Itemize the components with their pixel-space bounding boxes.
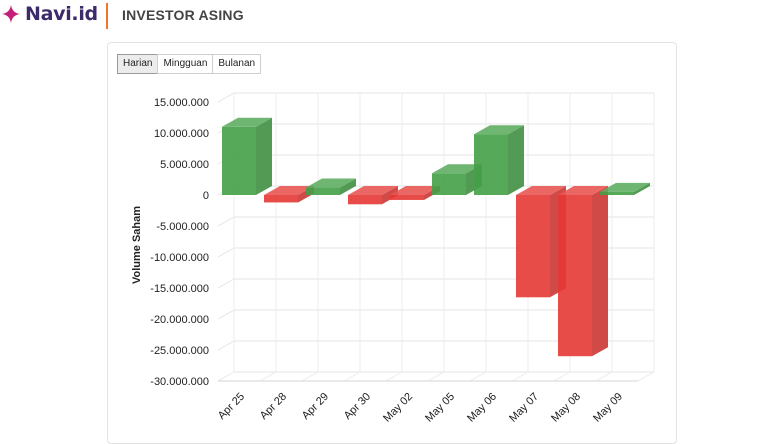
x-tick-label: Apr 28 (258, 391, 289, 422)
bar-front (516, 195, 550, 298)
bar-front (558, 195, 592, 357)
floor-line (259, 371, 277, 382)
floor-line (343, 371, 361, 382)
bar-front (390, 195, 424, 200)
floor-line (553, 371, 571, 382)
bar (222, 117, 272, 195)
floor-line (427, 371, 445, 382)
bar-top (600, 182, 650, 192)
grid-diagonal (217, 278, 235, 289)
x-tick-label: Apr 25 (216, 391, 247, 422)
grid-diagonal (217, 92, 235, 103)
y-tick-label: -25.000.000 (150, 345, 209, 357)
brand-logo[interactable]: Navi.id (2, 2, 98, 26)
bar-front (474, 134, 508, 195)
y-tick-label: -5.000.000 (156, 221, 209, 233)
y-tick-label: -15.000.000 (150, 283, 209, 295)
y-tick-label: 5.000.000 (160, 159, 209, 171)
bar-front (306, 187, 340, 195)
x-tick-label: May 09 (591, 391, 625, 425)
grid-diagonal (217, 309, 235, 320)
bars (222, 117, 650, 357)
y-tick-label: 0 (203, 190, 209, 202)
period-tabs: Harian Mingguan Bulanan (117, 54, 262, 74)
bar-side (508, 125, 524, 195)
x-tick-label: May 02 (381, 391, 415, 425)
y-tick-label: 15.000.000 (154, 97, 209, 109)
brand-name: Navi.id (25, 3, 98, 25)
grid-diagonal (217, 216, 235, 227)
volume-chart: 15.000.000 10.000.000 5.000.000 0 -5.000.000… (131, 92, 655, 425)
tab-bulanan[interactable]: Bulanan (212, 54, 262, 74)
floor-line (511, 371, 529, 382)
bar-top (264, 186, 314, 195)
grid-diagonal (217, 340, 235, 351)
bar-top (516, 186, 566, 195)
bar-top (348, 186, 398, 195)
bar-front (348, 195, 382, 205)
bar-top (222, 117, 272, 127)
x-axis-labels: Apr 25 Apr 28 Apr 29 Apr 30 May 02 May 05 May … (216, 391, 625, 425)
bar-top (432, 164, 482, 174)
bar-front (222, 126, 256, 195)
bar-top (390, 186, 440, 195)
bar-side (256, 117, 272, 195)
floor-line (637, 371, 655, 382)
tab-harian[interactable]: Harian (117, 54, 159, 74)
y-tick-label: -20.000.000 (150, 314, 209, 326)
floor-line (217, 371, 235, 382)
x-tick-label: Apr 30 (342, 391, 373, 422)
bar (600, 182, 650, 195)
bar-front (432, 173, 466, 195)
floor-line (469, 371, 487, 382)
floor-line (301, 371, 319, 382)
y-tick-label: -30.000.000 (150, 376, 209, 388)
bar-side (592, 186, 608, 357)
bar (558, 186, 608, 357)
bar-side (634, 182, 650, 195)
x-tick-label: May 08 (549, 391, 583, 425)
x-tick-label: Apr 29 (300, 391, 331, 422)
bar-top (474, 125, 524, 135)
y-axis-title: Volume Saham (131, 206, 143, 284)
sparkle-icon (2, 5, 20, 23)
floor-line (595, 371, 613, 382)
x-tick-label: May 07 (507, 391, 541, 425)
y-tick-label: 10.000.000 (154, 128, 209, 140)
bar-side (340, 178, 356, 195)
bar-front (600, 191, 634, 195)
x-tick-label: May 05 (423, 391, 457, 425)
y-tick-label: -10.000.000 (150, 252, 209, 264)
header-divider (106, 3, 108, 29)
grid-diagonal (217, 247, 235, 258)
x-tick-label: May 06 (465, 391, 499, 425)
bar-front (264, 195, 298, 203)
bar-top (558, 186, 608, 195)
bar (474, 125, 524, 195)
y-axis-labels: 15.000.000 10.000.000 5.000.000 0 -5.000.000… (150, 97, 209, 388)
page-title: INVESTOR ASING (122, 7, 244, 23)
floor-line (385, 371, 403, 382)
bar (306, 178, 356, 195)
bar-top (306, 178, 356, 188)
